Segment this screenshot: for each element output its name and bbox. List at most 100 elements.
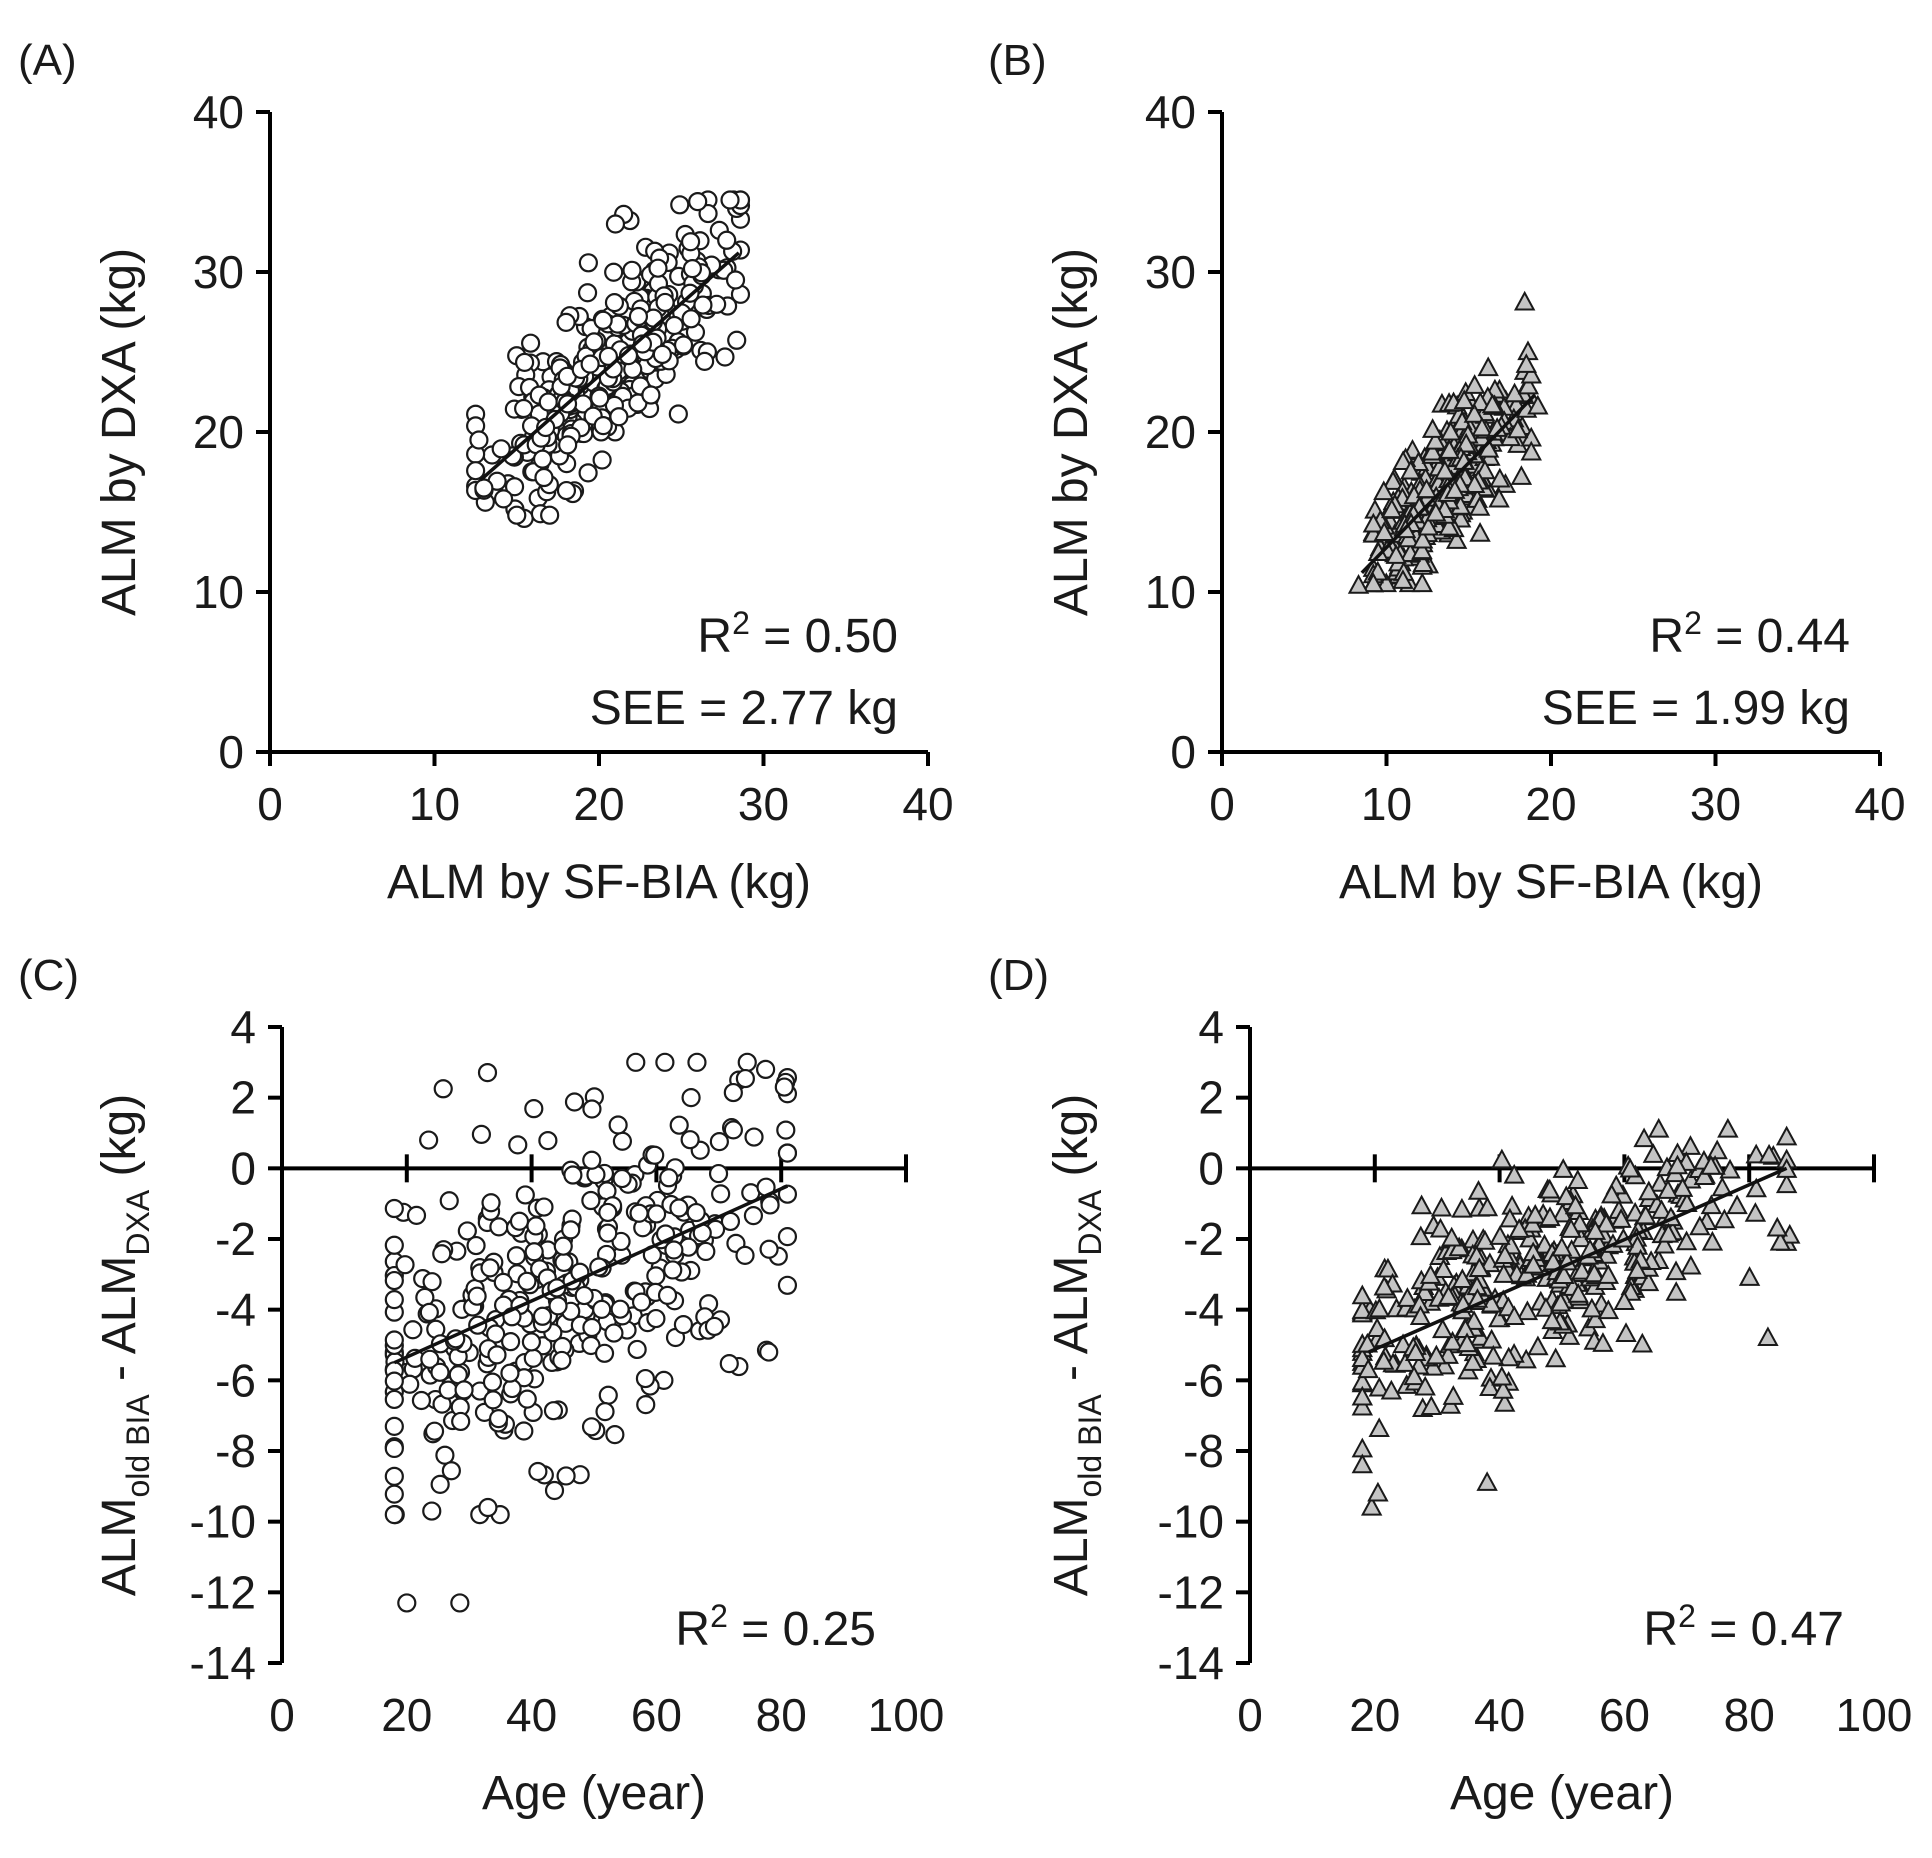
data-point xyxy=(1425,501,1447,522)
data-point xyxy=(493,489,514,509)
data-point xyxy=(384,1416,404,1436)
data-point xyxy=(1567,1283,1589,1303)
data-point xyxy=(384,1235,404,1255)
data-point xyxy=(1488,487,1510,508)
data-point xyxy=(534,1197,554,1217)
data-point xyxy=(1519,1227,1541,1248)
r-squared-annotation: R2 = 0.50 xyxy=(697,605,898,663)
y-axis-label-part: ALM xyxy=(93,1497,146,1596)
data-point xyxy=(1453,389,1475,410)
data-point xyxy=(419,1302,439,1322)
data-point xyxy=(1373,521,1395,541)
data-point xyxy=(1415,478,1438,499)
data-point xyxy=(622,260,642,280)
data-point xyxy=(755,1059,776,1080)
data-point xyxy=(1463,1310,1485,1330)
data-point xyxy=(532,1306,553,1326)
data-point xyxy=(1657,1222,1680,1243)
y-tick-label: 0 xyxy=(218,726,244,778)
data-point xyxy=(646,1266,666,1286)
data-point xyxy=(1396,1287,1419,1307)
data-point xyxy=(664,1240,684,1260)
data-point xyxy=(433,1079,453,1099)
data-point xyxy=(1411,539,1433,560)
x-tick-label: 10 xyxy=(409,778,460,830)
data-point xyxy=(1666,1154,1689,1175)
data-point xyxy=(1410,1225,1432,1246)
data-point xyxy=(477,1062,498,1083)
y-tick-label: -14 xyxy=(1158,1637,1224,1689)
data-point xyxy=(1745,1177,1767,1198)
data-point xyxy=(1366,1317,1388,1338)
data-points xyxy=(466,190,751,529)
x-tick-label: 30 xyxy=(1690,778,1741,830)
y-tick-label: -2 xyxy=(1183,1213,1224,1265)
data-point xyxy=(1463,374,1486,394)
data-point xyxy=(397,1593,417,1613)
x-tick-label: 10 xyxy=(1361,778,1412,830)
data-point xyxy=(521,1332,542,1352)
data-point xyxy=(1650,1199,1673,1219)
y-tick-label: 30 xyxy=(193,246,244,298)
y-tick-label: 2 xyxy=(230,1072,256,1124)
data-point xyxy=(1451,1197,1473,1218)
y-tick-label: 4 xyxy=(1198,1001,1224,1053)
data-point xyxy=(1469,522,1491,542)
data-point xyxy=(1421,440,1444,461)
data-point xyxy=(441,1461,461,1481)
data-point xyxy=(1494,1244,1516,1265)
data-point xyxy=(598,346,618,366)
data-point xyxy=(466,1235,486,1256)
data-point xyxy=(540,505,560,525)
data-point xyxy=(1425,1344,1448,1365)
data-point xyxy=(480,1258,500,1278)
data-point xyxy=(384,1330,404,1350)
y-tick-label: 10 xyxy=(193,566,244,618)
data-point xyxy=(554,1252,574,1273)
y-axis-label: ALM by DXA (kg) xyxy=(93,248,146,616)
data-point xyxy=(1362,572,1385,593)
data-point xyxy=(1719,1158,1741,1179)
data-point xyxy=(501,1332,521,1352)
y-tick-label: 2 xyxy=(1198,1072,1224,1124)
data-point xyxy=(1567,1169,1589,1189)
data-point xyxy=(1491,1365,1513,1386)
data-point xyxy=(474,478,494,498)
data-point xyxy=(483,1390,503,1410)
x-tick-label: 40 xyxy=(1854,778,1905,830)
data-point xyxy=(682,259,703,279)
data-point xyxy=(582,1150,602,1170)
data-point xyxy=(1757,1326,1779,1347)
data-point xyxy=(582,1317,602,1338)
regression-line xyxy=(393,1184,789,1365)
data-point xyxy=(1493,1392,1516,1412)
data-points xyxy=(384,1052,798,1613)
data-point xyxy=(641,385,661,405)
data-point xyxy=(1476,1471,1498,1491)
data-point xyxy=(430,1362,450,1382)
data-point xyxy=(663,1260,683,1280)
data-point xyxy=(1360,1495,1383,1516)
data-point xyxy=(1527,1335,1549,1356)
data-point xyxy=(1445,529,1468,549)
data-point xyxy=(536,417,556,438)
data-point xyxy=(514,398,534,419)
data-point xyxy=(1351,1395,1374,1416)
y-tick-label: -10 xyxy=(190,1496,256,1548)
data-point xyxy=(605,214,626,234)
y-tick-label: 40 xyxy=(1145,86,1196,138)
data-point xyxy=(1394,1352,1416,1372)
data-point xyxy=(593,416,613,436)
data-point xyxy=(384,1484,404,1504)
data-point xyxy=(626,1052,646,1072)
panel-a: (A) 0 10 20 30 40 0 10 20 30 40 ALM by SF-BIA (kg) A… xyxy=(18,36,954,909)
data-point xyxy=(1399,459,1422,480)
data-point xyxy=(1503,1163,1525,1184)
y-axis-label-part: - ALM xyxy=(93,1256,146,1395)
data-point xyxy=(582,1099,602,1119)
data-point xyxy=(777,1143,798,1163)
panel-b: (B) 0 10 20 30 40 0 10 20 30 40 ALM by SF-BIA (kg) A… xyxy=(988,36,1906,909)
data-point xyxy=(1439,420,1462,441)
data-point xyxy=(1595,1212,1618,1233)
data-point xyxy=(578,253,598,273)
